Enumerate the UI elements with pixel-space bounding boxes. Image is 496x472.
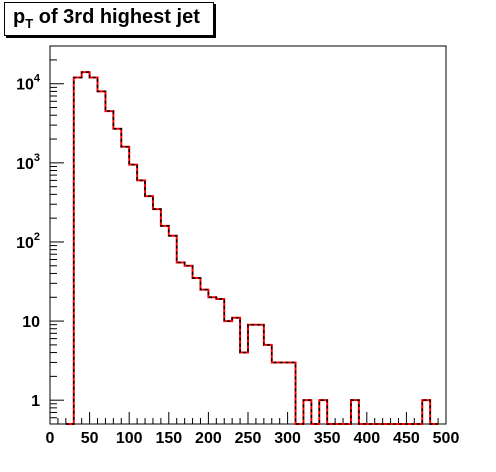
plot-frame xyxy=(49,45,447,425)
x-tick-label: 500 xyxy=(433,430,460,447)
y-tick-label: 103 xyxy=(16,152,40,173)
y-tick-label: 102 xyxy=(16,231,40,252)
x-tick-label: 100 xyxy=(116,430,143,447)
y-tick-label: 1 xyxy=(31,393,40,410)
x-tick-label: 200 xyxy=(195,430,222,447)
histogram-series-dashed xyxy=(65,71,439,425)
y-tick-label: 10 xyxy=(22,314,40,331)
y-tick-label: 104 xyxy=(16,73,41,94)
x-tick-label: 250 xyxy=(235,430,262,447)
x-tick-label: 50 xyxy=(81,430,99,447)
x-tick-label: 300 xyxy=(274,430,301,447)
chart-title-box: pT of 3rd highest jet xyxy=(4,2,214,36)
x-tick-label: 450 xyxy=(393,430,420,447)
x-tick-label: 150 xyxy=(155,430,182,447)
histogram-series-solid xyxy=(65,71,439,425)
x-tick-label: 400 xyxy=(353,430,380,447)
chart-title: pT of 3rd highest jet xyxy=(13,6,200,31)
x-tick-label: 0 xyxy=(46,430,55,447)
x-tick-label: 350 xyxy=(314,430,341,447)
